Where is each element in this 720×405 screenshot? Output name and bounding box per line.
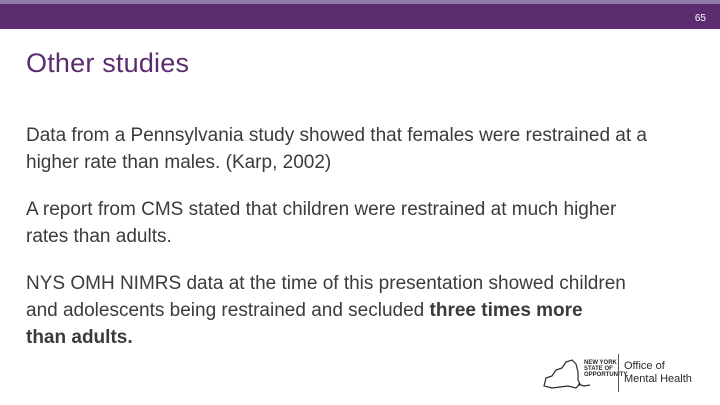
logo-divider	[618, 354, 619, 392]
slide-title: Other studies	[26, 48, 190, 78]
header-bar: 65	[0, 0, 720, 29]
slide-number: 65	[694, 13, 706, 24]
office-line1: Office of	[624, 360, 665, 372]
ny-state-outline-icon	[543, 359, 591, 389]
paragraph-cms-report: A report from CMS stated that children w…	[26, 199, 617, 247]
office-wordmark: Office of Mental Health	[624, 360, 692, 386]
office-line2: Mental Health	[624, 373, 692, 385]
paragraph-nimrs-emphasis: three times more than adults.	[26, 300, 583, 348]
slide-body: Data from a Pennsylvania study showed th…	[26, 122, 686, 371]
ny-state-wordmark: NEW YORK STATE OF OPPORTUNITY.	[584, 360, 628, 378]
ny-wordmark-line3: OPPORTUNITY.	[584, 372, 629, 378]
paragraph-nimrs-data: NYS OMH NIMRS data at the time of this p…	[26, 270, 626, 351]
paragraph-nimrs-text: NYS OMH NIMRS data at the time of this p…	[26, 273, 626, 321]
omh-logo: NEW YORK STATE OF OPPORTUNITY. Office of…	[540, 352, 712, 396]
ny-wordmark-line1: NEW YORK	[584, 360, 617, 366]
ny-wordmark-line2: STATE OF	[584, 366, 613, 372]
paragraph-pennsylvania-study: Data from a Pennsylvania study showed th…	[26, 125, 647, 173]
